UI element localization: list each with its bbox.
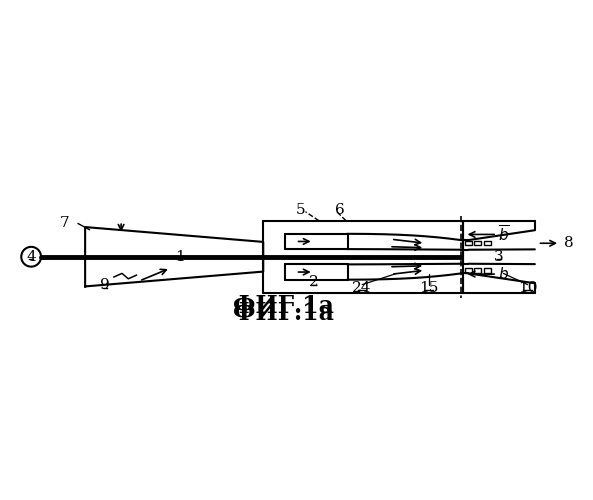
Bar: [465, 268, 471, 273]
Bar: [484, 240, 490, 245]
Text: ФИГ.1а: ФИГ.1а: [232, 301, 333, 325]
Bar: [474, 268, 481, 273]
Text: 24: 24: [352, 281, 372, 295]
Text: 10: 10: [518, 281, 537, 295]
Text: 15: 15: [419, 281, 438, 295]
Text: 9: 9: [100, 278, 110, 292]
Text: 5: 5: [296, 203, 306, 217]
Text: $\overline{b}$: $\overline{b}$: [498, 264, 509, 284]
Text: 1: 1: [175, 250, 184, 264]
Bar: [465, 240, 471, 245]
Text: 3: 3: [494, 250, 503, 264]
Text: 6: 6: [335, 203, 345, 217]
Bar: [474, 240, 481, 245]
Text: $\overline{b}$: $\overline{b}$: [498, 224, 509, 244]
Text: ФИГ.1а: ФИГ.1а: [232, 294, 333, 318]
Text: 2: 2: [309, 276, 318, 289]
Text: 8: 8: [564, 236, 574, 250]
Text: 7: 7: [60, 216, 69, 230]
Bar: [484, 268, 490, 273]
Text: 4: 4: [26, 250, 36, 264]
